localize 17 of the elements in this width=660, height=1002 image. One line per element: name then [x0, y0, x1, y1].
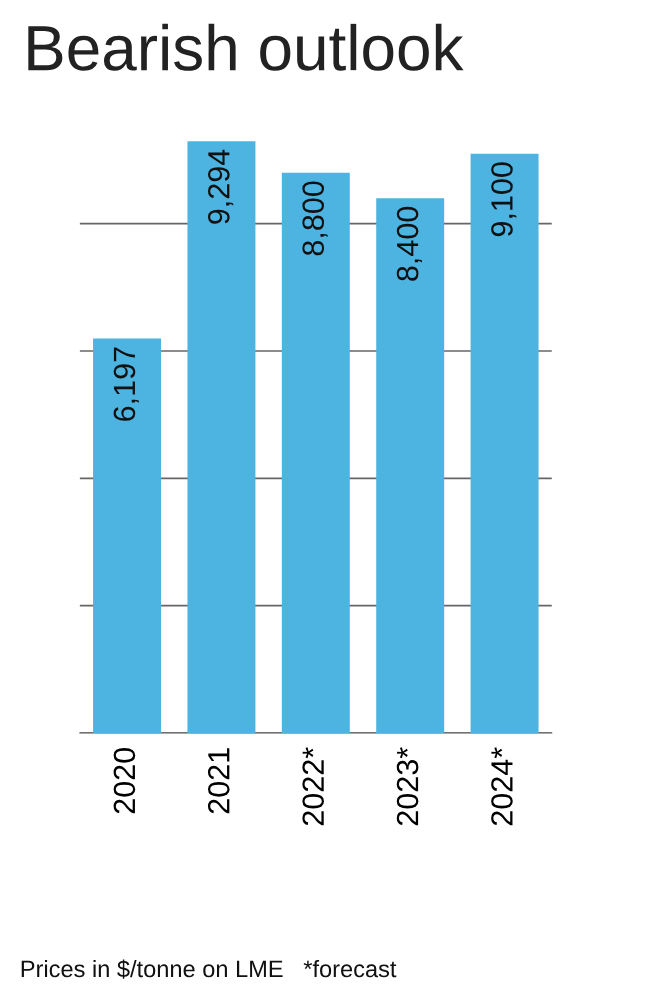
bar	[470, 153, 539, 733]
x-tick-label: 2024*	[491, 747, 513, 826]
bar	[281, 172, 350, 733]
x-tick-label: 2020	[113, 748, 136, 814]
data-label: 6,197	[113, 347, 139, 421]
x-tick-label: 2023*	[396, 747, 419, 826]
chart-title: Bearish outlook	[28, 23, 464, 71]
data-label: 9,294	[208, 149, 234, 224]
bar	[187, 141, 256, 733]
data-label: 8,400	[396, 206, 422, 281]
text: Prices in $/tonne on LME *forecast	[21, 959, 397, 979]
data-label: 8,800	[302, 181, 328, 256]
x-tick-label: 2022*	[302, 747, 325, 826]
bar	[93, 338, 162, 733]
bar	[376, 198, 445, 733]
data-label: 9,100	[491, 162, 517, 237]
x-tick-label: 2021	[208, 748, 230, 814]
